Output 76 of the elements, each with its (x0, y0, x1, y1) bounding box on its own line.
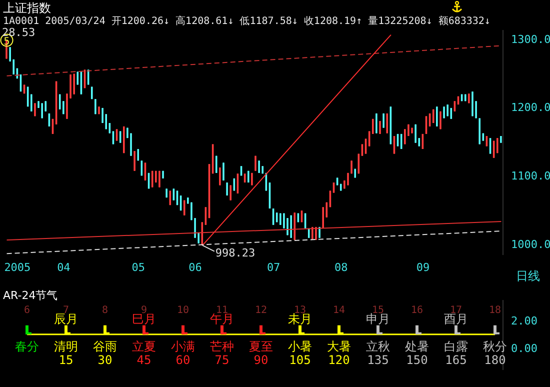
y-tick-label: 0.00 (511, 342, 538, 355)
x-tick-label: 07 (266, 260, 280, 274)
x-tick-label: 04 (57, 260, 71, 274)
x-tick-label: 08 (334, 260, 348, 274)
chart-subtitle: 1A0001 2005/03/24 开1200.26↓ 高1208.61↓ 低1187.58↓ 收1208.19↑ 量13225208↓ 额683332↓ (3, 14, 490, 28)
candlestick (134, 150, 136, 172)
y-tick-label: 1300.0 (511, 32, 550, 46)
annotation: 105 (289, 353, 311, 368)
annotation: 180 (484, 353, 506, 368)
candlestick (496, 138, 498, 154)
candlestick (258, 160, 260, 174)
candlestick (58, 94, 61, 110)
x-tick-label: 立秋 (366, 339, 390, 354)
x-tick-label: 09 (416, 260, 430, 274)
candlestick (372, 118, 374, 134)
annotation: 12 (254, 305, 268, 316)
candlestick (382, 112, 384, 128)
y-tick-label: 1000.0 (511, 238, 550, 251)
annotation: 120 (328, 353, 350, 368)
candlestick (436, 106, 438, 127)
candlestick (222, 162, 224, 181)
annotation: 15 (58, 353, 74, 368)
candlestick (158, 170, 160, 188)
annotation: 18 (488, 305, 502, 316)
annotation: 135 (367, 353, 389, 368)
annotation: 14 (332, 305, 346, 316)
annotation: 75 (214, 353, 230, 368)
text: 日线 (516, 268, 540, 285)
x-tick-label: 2005 (4, 260, 31, 274)
annotation: 998.23 (215, 246, 256, 260)
x-tick-label: 06 (188, 260, 202, 274)
candlestick (76, 71, 79, 86)
candlestick (41, 102, 43, 119)
annotation: 165 (445, 353, 467, 368)
candlestick (230, 184, 232, 201)
annotation: 10 (176, 305, 190, 316)
annotation: 16 (410, 305, 424, 316)
x-tick-label: 春分 (15, 339, 39, 354)
y-tick-label: 2.00 (511, 314, 538, 328)
y-tick-label: 1200.0 (511, 101, 550, 114)
x-tick-label: 夏至 (249, 339, 273, 354)
x-tick-label: 芒种 (210, 339, 234, 354)
x-tick-label: 秋分 (483, 339, 507, 354)
x-tick-label: 立夏 (132, 339, 156, 354)
x-tick-label: 小暑 (288, 339, 312, 354)
x-tick-label: 清明 (54, 339, 78, 354)
candlestick (183, 200, 186, 216)
candlestick (169, 190, 172, 206)
annotation: 辰月 (54, 312, 78, 326)
x-tick-label: 大暑 (327, 339, 351, 354)
x-tick-label: 小满 (171, 339, 195, 354)
annotation: 45 (136, 353, 152, 368)
x-tick-label: 谷雨 (93, 339, 117, 354)
candlestick (73, 73, 75, 95)
candlestick (94, 98, 96, 115)
candlestick (322, 206, 324, 229)
annotation: 90 (254, 353, 268, 368)
annotation: 60 (176, 353, 190, 368)
chart-title: 上证指数 (3, 0, 51, 16)
x-tick-label: 处暑 (405, 339, 429, 354)
annotation: 150 (406, 353, 428, 368)
x-tick-label: 05 (132, 260, 146, 274)
chart-title: AR-24节气 (3, 288, 58, 303)
candlestick (386, 112, 388, 134)
candlestick (376, 112, 378, 134)
x-tick-label: 白露 (444, 339, 468, 354)
candlestick (414, 124, 416, 144)
annotation: 6 (24, 305, 30, 316)
candlestick (215, 155, 218, 174)
annotation: 8 (102, 305, 108, 316)
annotation: 30 (98, 353, 112, 368)
candlestick (34, 102, 36, 117)
annotation: 申月 (366, 312, 390, 326)
y-tick-label: 1100.0 (511, 170, 550, 183)
candlestick (404, 128, 406, 145)
candlestick (30, 94, 32, 112)
